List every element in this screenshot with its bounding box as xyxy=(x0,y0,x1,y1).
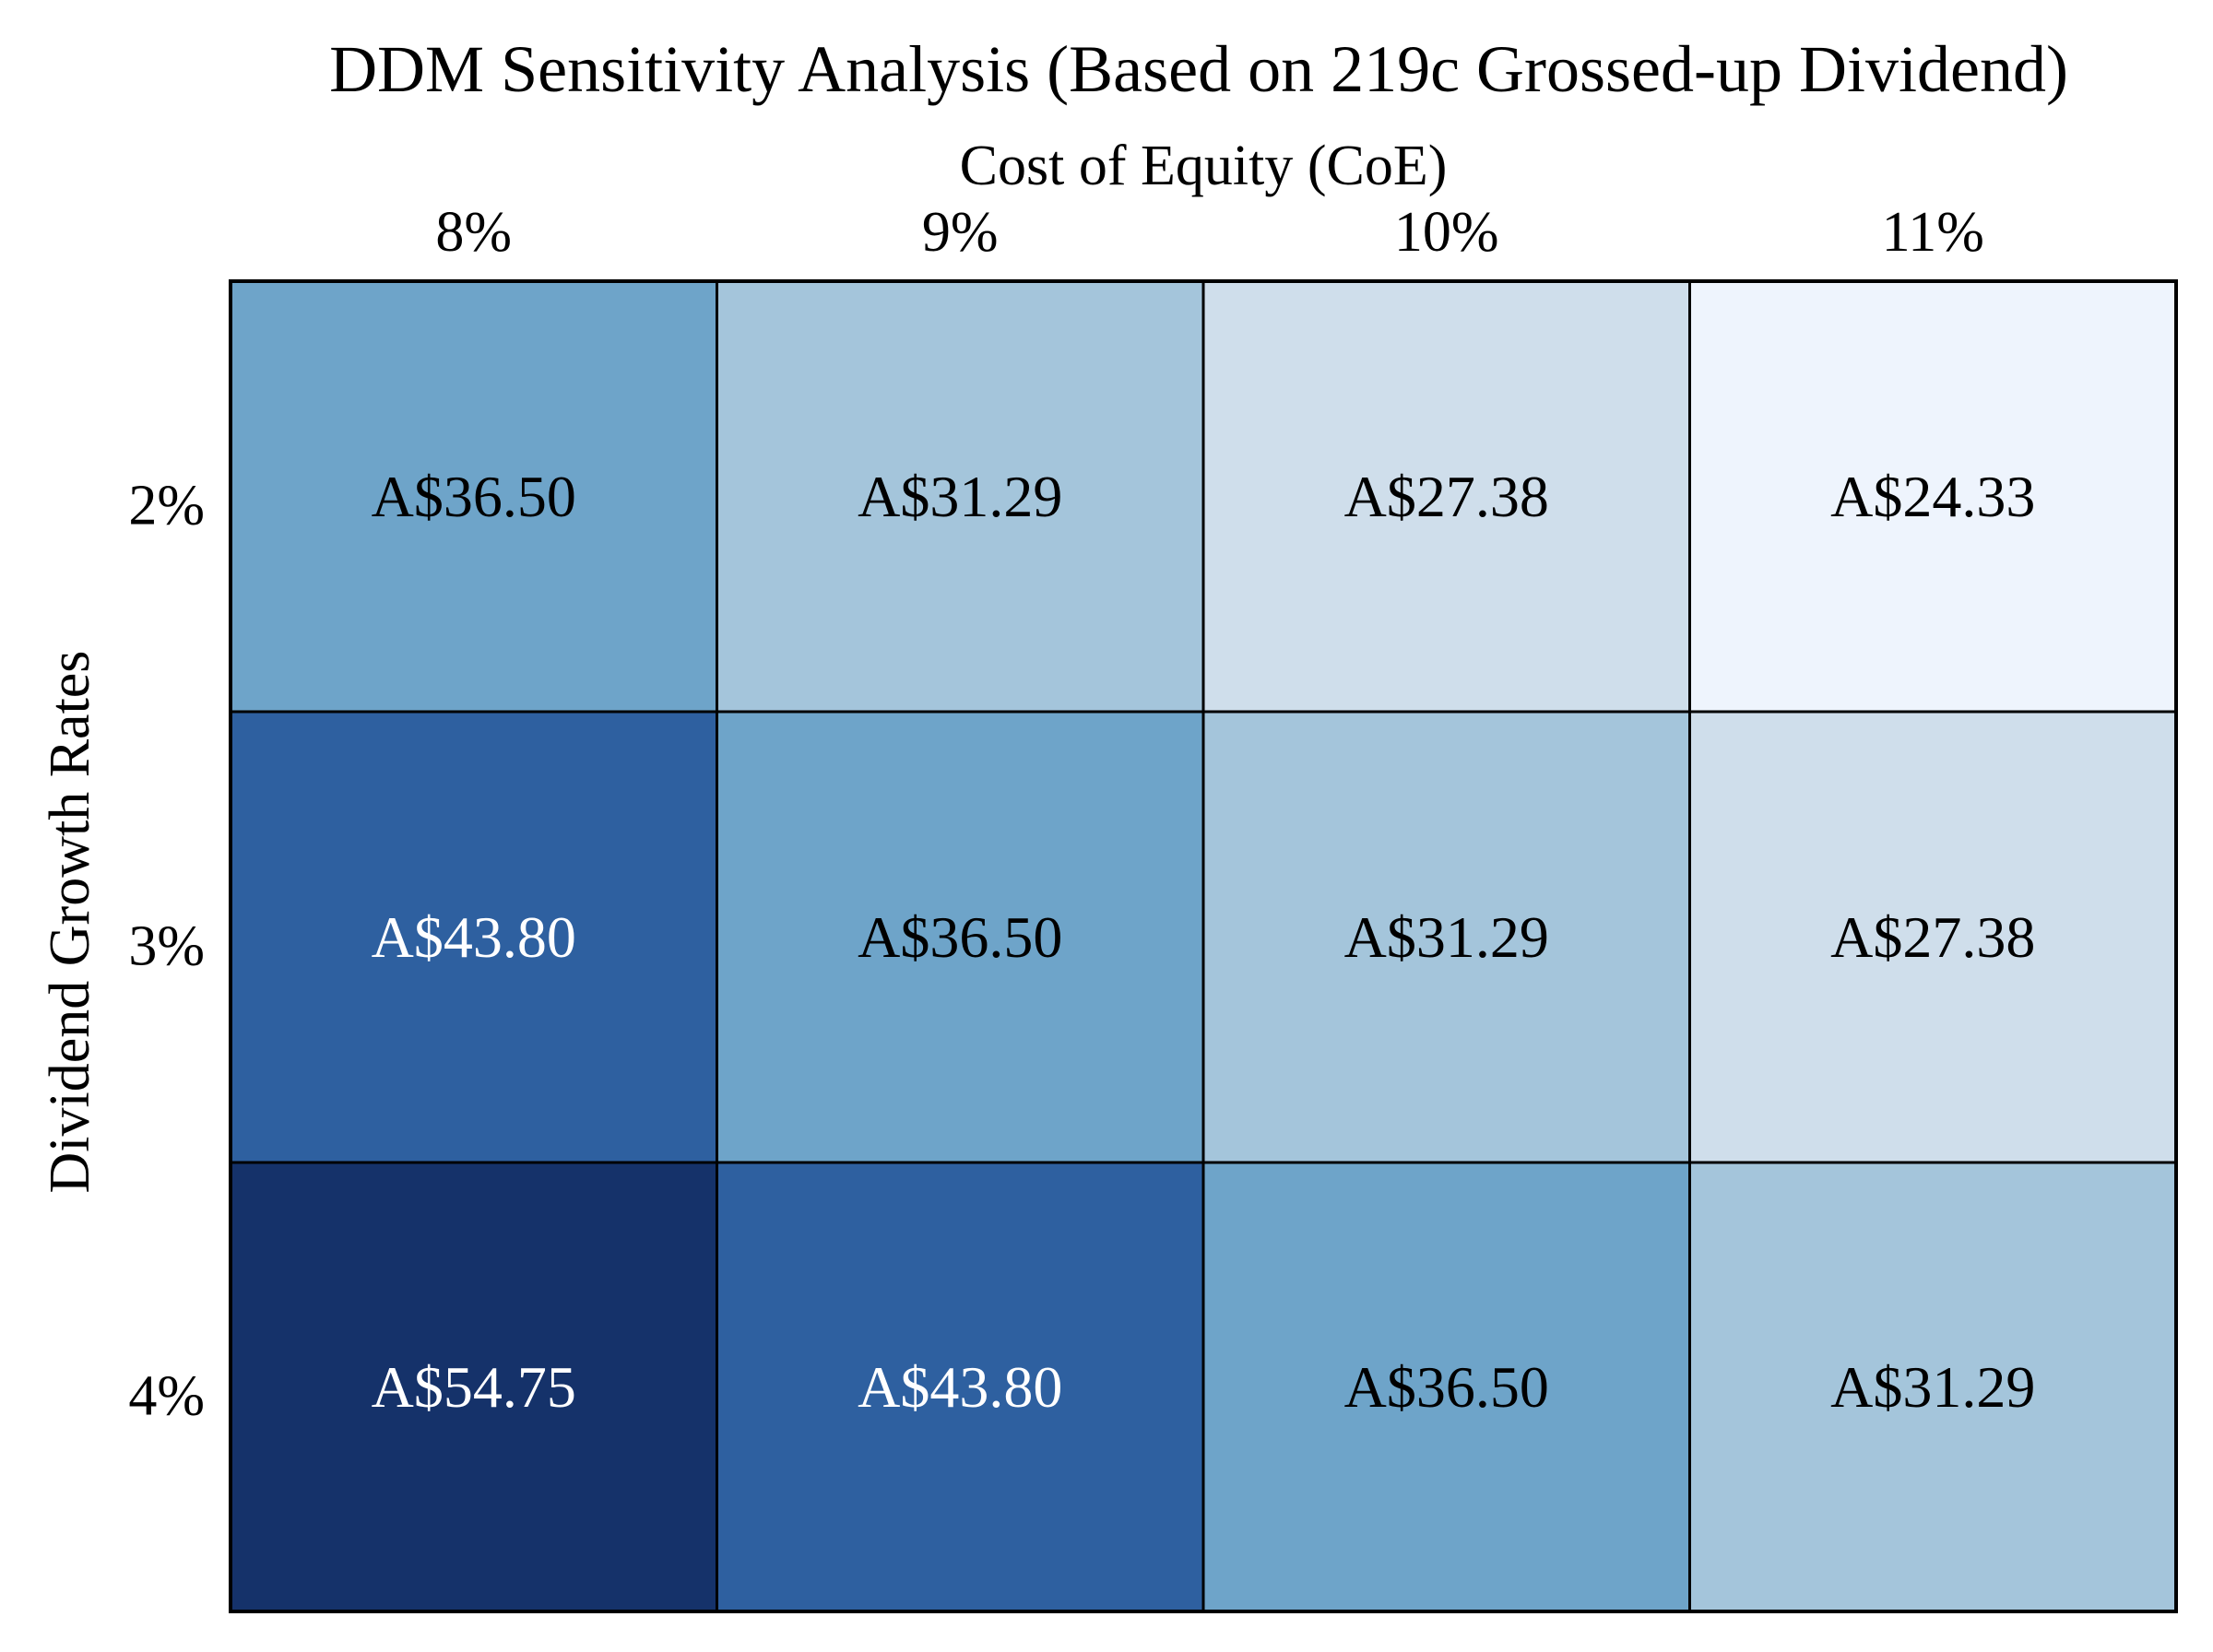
cell-value-label-r2-c1: A$43.80 xyxy=(372,904,576,970)
cell-value-label-r3-c2: A$43.80 xyxy=(858,1354,1062,1420)
heatmap-cell-labels: A$36.50 A$31.29 A$27.38 A$24.33 A$43.80 A$36.… xyxy=(372,464,2036,1420)
heatmap-cells xyxy=(229,279,2178,1613)
x-tick-label-3: 10% xyxy=(1394,201,1499,264)
heatmap-cell-r2-c2 xyxy=(716,710,1205,1164)
heatmap-cell-r2-c1 xyxy=(229,710,718,1164)
chart-title: DDM Sensitivity Analysis (Based on 219c … xyxy=(329,32,2068,106)
x-tick-label-4: 11% xyxy=(1882,201,1984,264)
y-tick-labels: 2% 3% 4% xyxy=(128,475,205,1428)
cell-value-label-r2-c4: A$27.38 xyxy=(1830,904,2035,970)
cell-value-label-r1-c4: A$24.33 xyxy=(1830,464,2035,529)
heatmap-cell-r3-c3 xyxy=(1201,1161,1691,1613)
y-tick-label-1: 2% xyxy=(128,475,205,537)
cell-value-label-r2-c2: A$36.50 xyxy=(858,904,1062,970)
heatmap-cell-r3-c4 xyxy=(1688,1161,2178,1613)
x-tick-label-2: 9% xyxy=(922,201,999,264)
x-tick-labels: 8% 9% 10% 11% xyxy=(435,201,1984,264)
cell-value-label-r3-c4: A$31.29 xyxy=(1830,1354,2035,1420)
x-tick-label-1: 8% xyxy=(435,201,512,264)
cell-value-label-r2-c3: A$31.29 xyxy=(1344,904,1549,970)
heatmap-cell-r3-c2 xyxy=(716,1161,1205,1613)
cell-value-label-r3-c1: A$54.75 xyxy=(372,1354,576,1420)
cell-value-label-r1-c2: A$31.29 xyxy=(858,464,1062,529)
heatmap-cell-r1-c3 xyxy=(1201,279,1691,714)
cell-value-label-r1-c3: A$27.38 xyxy=(1344,464,1549,529)
heatmap-cell-r2-c3 xyxy=(1201,710,1691,1164)
heatmap-cell-r2-c4 xyxy=(1688,710,2178,1164)
x-axis-label: Cost of Equity (CoE) xyxy=(959,135,1448,197)
y-tick-label-3: 4% xyxy=(128,1365,205,1428)
cell-value-label-r3-c3: A$36.50 xyxy=(1344,1354,1549,1420)
y-tick-label-2: 3% xyxy=(128,915,205,978)
cell-value-label-r1-c1: A$36.50 xyxy=(372,464,576,529)
heatmap-border xyxy=(229,279,2178,1613)
